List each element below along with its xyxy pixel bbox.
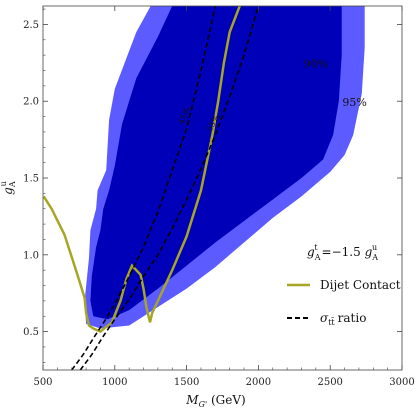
y-axis-title: gAu (0, 181, 17, 195)
coupling-relation-label: gAt =−1.5 gAu (307, 243, 378, 262)
x-tick-label: 500 (33, 377, 52, 388)
x-tick-label: 2500 (317, 377, 342, 388)
y-tick-label: 1.0 (23, 250, 39, 261)
x-tick-label: 2000 (246, 377, 271, 388)
x-tick-label: 3000 (389, 377, 414, 388)
y-tick-label: 2.0 (23, 97, 39, 108)
series-dijet-contact (43, 6, 241, 334)
series-ttbar-ratio-1 (79, 6, 260, 370)
legend-label-ttbar: σtt̄ ratio (320, 311, 366, 327)
region-label-95: 95% (342, 96, 366, 109)
region-label-90: 90% (304, 57, 328, 70)
y-tick-label: 2.5 (23, 20, 39, 31)
legend-label-dijet: Dijet Contact (320, 278, 401, 292)
y-tick-label: 0.5 (23, 327, 39, 338)
axis-ticks: 500 1000 1500 2000 2500 3000 0.5 1.0 1.5 2.0 2.5 (23, 6, 415, 388)
coupling-relation: gAt =−1.5 gAu (307, 243, 378, 262)
plot-frame (42, 5, 403, 371)
x-tick-label: 1500 (174, 377, 199, 388)
y-tick-label: 1.5 (23, 174, 39, 185)
series-layer (43, 6, 260, 370)
x-tick-label: 1000 (102, 377, 127, 388)
x-axis-title: MG' (GeV) (185, 393, 245, 409)
legend: Dijet Contact σtt̄ ratio (287, 278, 401, 327)
confidence-regions (84, 6, 365, 329)
region-90-cl (90, 6, 342, 320)
